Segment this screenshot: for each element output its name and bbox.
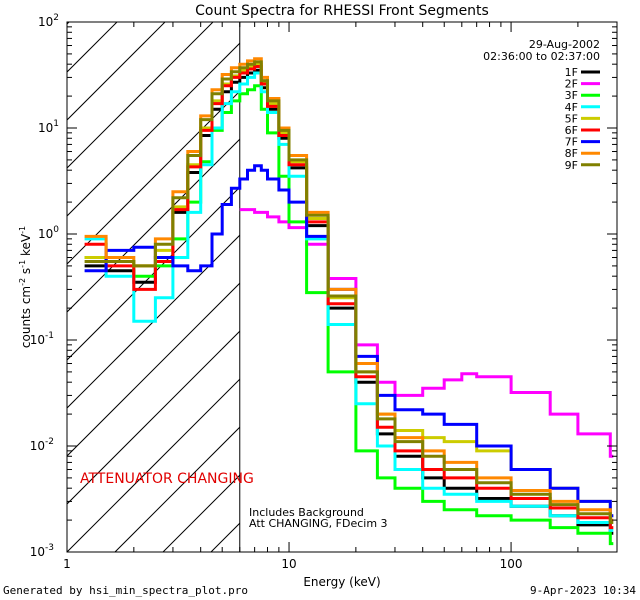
chart-title: Count Spectra for RHESSI Front Segments (195, 3, 489, 19)
hatch-line (67, 330, 240, 505)
y-axis-label: counts cm-2 s-1 keV-1 (18, 226, 33, 348)
hatch-line (67, 138, 240, 313)
hatch-line (451, 22, 640, 552)
background-annotation: Includes Background (249, 506, 364, 519)
series-line-2f (239, 208, 614, 458)
series-line-7f (84, 164, 614, 518)
series-line-8f (84, 57, 614, 522)
y-tick-label: 10-1 (30, 331, 54, 347)
legend-label-8f: 8F (565, 147, 578, 160)
series-line-4f (84, 71, 614, 532)
attenuator-annotation: ATTENUATOR CHANGING (80, 471, 254, 487)
legend-label-4f: 4F (565, 101, 578, 114)
x-tick-label: 100 (500, 557, 523, 571)
hatch-line (67, 282, 240, 457)
legend-label-6f: 6F (565, 124, 578, 137)
legend-label-7f: 7F (565, 136, 578, 149)
hatch-line (67, 234, 240, 409)
timestamp-label: 9-Apr-2023 10:34 (530, 584, 636, 597)
plot-frame (66, 21, 618, 553)
settings-annotation: Att CHANGING, FDecim 3 (249, 517, 388, 530)
y-tick-label: 102 (38, 13, 59, 29)
x-tick-label: 10 (281, 557, 296, 571)
hatch-line (403, 22, 640, 552)
hatch-line (67, 42, 240, 217)
time-range-label: 02:36:00 to 02:37:00 (483, 50, 600, 63)
hatch-line (547, 22, 640, 552)
hatch-line (67, 186, 240, 361)
hatch-line (67, 22, 214, 169)
hatch-line (259, 22, 640, 552)
y-tick-label: 101 (38, 119, 59, 135)
hatch-line (67, 22, 70, 25)
series-line-1f (84, 68, 614, 535)
x-axis-label: Energy (keV) (303, 575, 380, 589)
hatch-line (0, 22, 21, 552)
legend-label-2f: 2F (565, 78, 578, 91)
y-tick-label: 10-2 (30, 437, 54, 453)
series-line-9f (84, 60, 614, 524)
generator-label: Generated by hsi_min_spectra_plot.pro (3, 584, 249, 597)
legend-label-3f: 3F (565, 89, 578, 102)
y-tick-label: 10-3 (30, 543, 54, 559)
legend-label-1f: 1F (565, 66, 578, 79)
legend-label-5f: 5F (565, 112, 578, 125)
axis-ticks: 1 10 100 10-3 10-2 10-1 100 101 102 (30, 13, 617, 571)
hatch-line (67, 22, 166, 121)
hatch-line (355, 22, 640, 552)
hatch-line (114, 426, 240, 552)
y-tick-label: 100 (38, 225, 59, 241)
x-tick-label: 1 (63, 557, 71, 571)
series-layer (84, 57, 614, 546)
hatch-line (67, 378, 240, 552)
date-label: 29-Aug-2002 (529, 38, 600, 51)
legend-label-9f: 9F (565, 159, 578, 172)
